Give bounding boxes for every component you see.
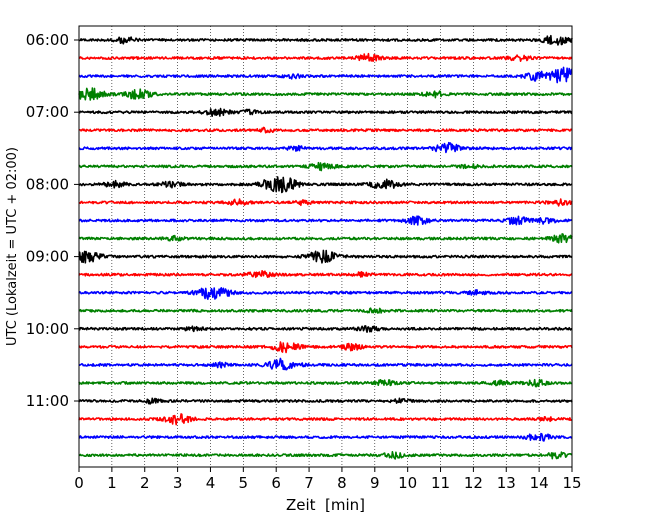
trace-0830 xyxy=(78,215,573,226)
x-tick-label: 11 xyxy=(431,474,450,492)
x-tick-label: 2 xyxy=(140,474,150,492)
trace-0945 xyxy=(78,307,573,314)
trace-0815 xyxy=(78,198,573,207)
trace-0630 xyxy=(78,66,573,84)
y-axis-label: UTC (Lokalzeit = UTC + 02:00) xyxy=(5,147,20,346)
trace-0930 xyxy=(78,287,573,300)
seismic-traces xyxy=(78,34,573,460)
x-tick-label: 5 xyxy=(239,474,249,492)
x-tick-label: 14 xyxy=(530,474,549,492)
y-tick-label: 11:00 xyxy=(26,392,69,410)
trace-1000 xyxy=(78,325,573,333)
plot-frame xyxy=(78,25,573,468)
trace-1030 xyxy=(78,357,573,371)
x-tick-label: 8 xyxy=(337,474,347,492)
trace-0730 xyxy=(78,141,573,154)
x-tick-label: 15 xyxy=(562,474,581,492)
trace-1145 xyxy=(78,451,573,460)
trace-0915 xyxy=(78,269,573,279)
y-tick-label: 08:00 xyxy=(26,175,69,193)
trace-1115 xyxy=(78,413,573,426)
trace-0745 xyxy=(78,161,573,172)
trace-1100 xyxy=(78,397,573,405)
trace-0900 xyxy=(78,249,573,264)
x-axis-label: Zeit [min] xyxy=(286,496,365,514)
y-axis-ticks: 06:00 07:00 08:00 09:00 10:00 11:00 xyxy=(26,31,79,410)
trace-1015 xyxy=(78,341,573,354)
trace-0800 xyxy=(78,176,573,194)
x-tick-label: 1 xyxy=(107,474,117,492)
x-tick-label: 0 xyxy=(74,474,84,492)
y-tick-label: 07:00 xyxy=(26,103,69,121)
x-axis-ticks: 0 1 2 3 4 5 6 7 8 9 10 11 12 13 14 15 xyxy=(74,467,582,492)
trace-0845 xyxy=(78,233,573,244)
y-tick-label: 10:00 xyxy=(26,320,69,338)
x-tick-label: 3 xyxy=(173,474,183,492)
trace-0615 xyxy=(78,52,573,62)
x-tick-label: 12 xyxy=(464,474,483,492)
x-tick-label: 13 xyxy=(497,474,516,492)
trace-1130 xyxy=(78,432,573,442)
y-tick-label: 09:00 xyxy=(26,248,69,266)
trace-0700 xyxy=(78,107,573,118)
x-tick-label: 4 xyxy=(206,474,216,492)
x-tick-label: 9 xyxy=(370,474,380,492)
y-tick-label: 06:00 xyxy=(26,31,69,49)
x-tick-label: 7 xyxy=(304,474,314,492)
trace-0715 xyxy=(78,126,573,134)
trace-0645 xyxy=(78,87,573,101)
x-tick-label: 6 xyxy=(271,474,281,492)
trace-0600 xyxy=(78,34,573,46)
x-tick-label: 10 xyxy=(398,474,417,492)
trace-1045 xyxy=(78,378,573,388)
